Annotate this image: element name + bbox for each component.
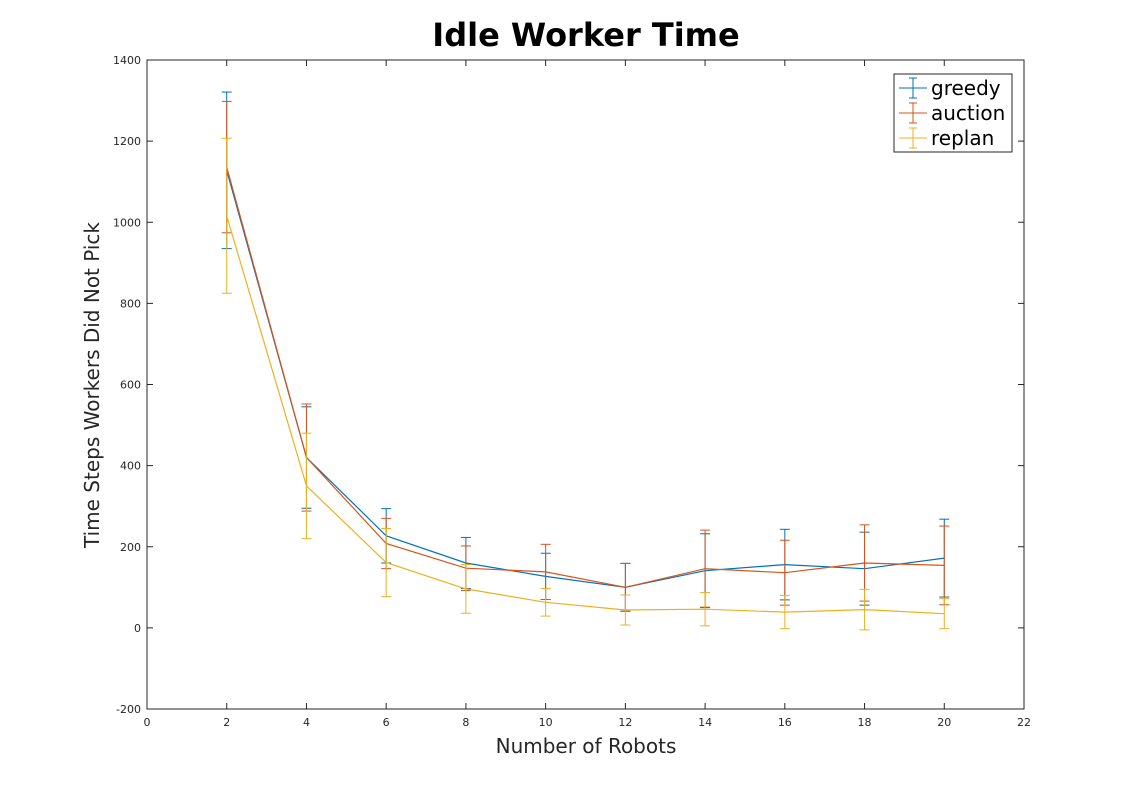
x-tick-label: 14: [698, 716, 712, 729]
y-axis-title: Time Steps Workers Did Not Pick: [80, 222, 104, 549]
y-tick-label: 1000: [113, 216, 141, 229]
x-tick-label: 0: [144, 716, 151, 729]
y-tick-label: 400: [120, 460, 141, 473]
x-tick-label: 22: [1017, 716, 1031, 729]
x-tick-label: 6: [383, 716, 390, 729]
x-tick-label: 10: [539, 716, 553, 729]
y-tick-label: 0: [134, 622, 141, 635]
x-tick-label: 4: [303, 716, 310, 729]
y-tick-label: -200: [116, 703, 141, 716]
series-layer: [221, 91, 950, 631]
legend-entry-auction: auction: [899, 101, 1005, 125]
x-tick-label: 12: [618, 716, 632, 729]
ticks-layer: 0 2 4 6 8 10 12 14 16 18 20 22-20002004006008001000…: [113, 54, 1031, 729]
legend-label: auction: [931, 101, 1005, 125]
x-tick-label: 8: [462, 716, 469, 729]
legend-entry-greedy: greedy: [899, 76, 1001, 100]
x-tick-label: 18: [858, 716, 872, 729]
plot-area: [146, 59, 1025, 710]
y-tick-label: 1400: [113, 54, 141, 67]
x-axis-title: Number of Robots: [496, 734, 677, 758]
series-line: [226, 170, 945, 588]
series-replan: [221, 137, 950, 631]
x-tick-label: 16: [778, 716, 792, 729]
x-tick-label: 20: [937, 716, 951, 729]
series-line: [226, 166, 945, 588]
series-line: [226, 215, 945, 615]
x-tick-label: 2: [223, 716, 230, 729]
y-tick-label: 600: [120, 379, 141, 392]
y-tick-label: 200: [120, 541, 141, 554]
legend-label: greedy: [931, 76, 1001, 100]
legend-entry-replan: replan: [899, 126, 994, 150]
chart-title: Idle Worker Time: [432, 16, 739, 54]
y-tick-label: 800: [120, 297, 141, 310]
y-tick-label: 1200: [113, 135, 141, 148]
legend-label: replan: [931, 126, 994, 150]
